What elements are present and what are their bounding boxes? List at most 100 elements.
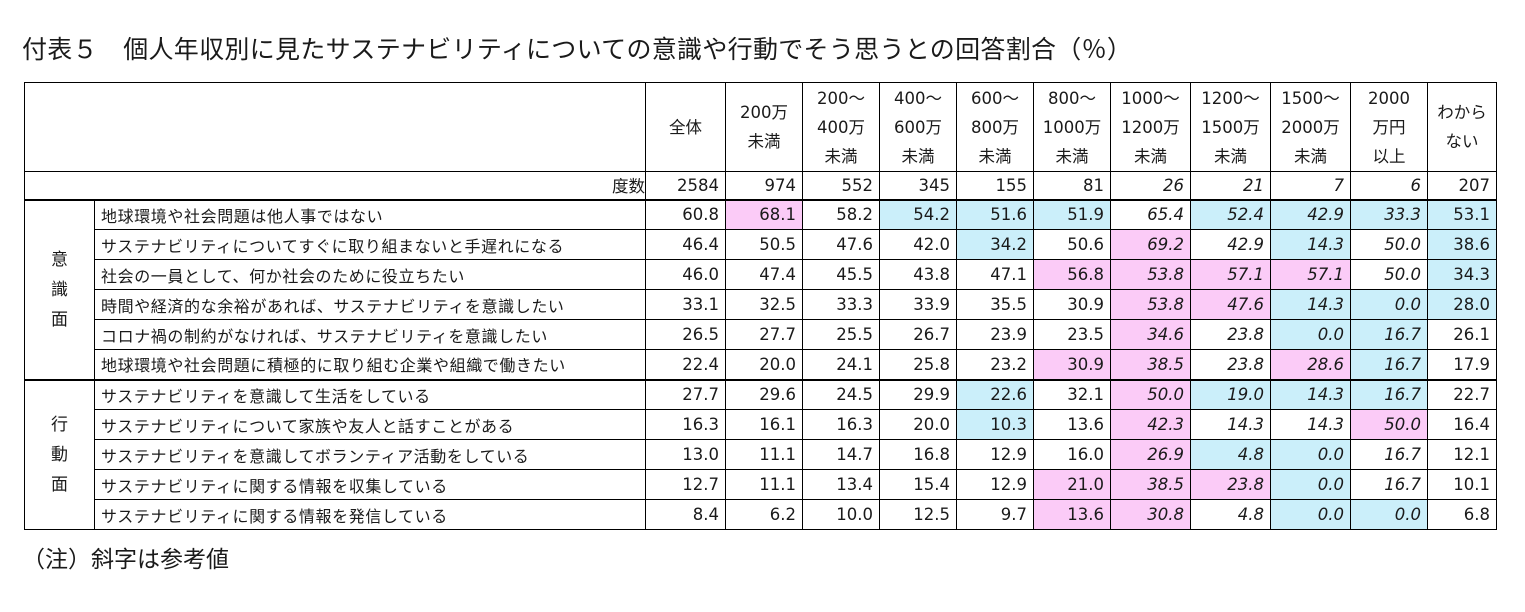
value-cell: 51.9 xyxy=(1033,198,1111,230)
column-header-line: 2000万 xyxy=(1281,117,1340,137)
column-header-line: 200～ xyxy=(817,88,865,108)
value-cell: 23.8 xyxy=(1190,349,1271,380)
value-cell: 30.9 xyxy=(1033,349,1111,380)
count-cell: 6 xyxy=(1350,171,1428,200)
value-cell: 14.3 xyxy=(1270,229,1351,260)
value-cell: 12.9 xyxy=(956,439,1034,470)
value-cell: 22.4 xyxy=(645,349,726,380)
value-cell: 45.5 xyxy=(802,259,880,290)
value-cell: 56.8 xyxy=(1033,259,1111,290)
column-header-line: 200万 xyxy=(740,103,788,122)
count-cell: 552 xyxy=(802,171,880,200)
column-header-line: 800～ xyxy=(1048,88,1096,108)
value-cell: 13.6 xyxy=(1033,409,1111,440)
value-cell: 21.0 xyxy=(1033,469,1111,500)
value-cell: 22.7 xyxy=(1427,378,1497,410)
column-header-line: 以上 xyxy=(1372,146,1406,166)
row-label: 地球環境や社会問題は他人事ではない xyxy=(94,198,646,230)
value-cell: 6.2 xyxy=(725,499,803,530)
value-cell: 50.5 xyxy=(725,229,803,260)
count-cell: 26 xyxy=(1110,171,1191,200)
value-cell: 50.6 xyxy=(1033,229,1111,260)
column-header-line: 2000 xyxy=(1368,88,1410,108)
column-header-line: 1500～ xyxy=(1281,88,1340,108)
value-cell: 16.7 xyxy=(1350,378,1428,410)
group-label-char: 面 xyxy=(51,309,68,330)
column-header-line: 未満 xyxy=(1214,146,1247,166)
value-cell: 30.8 xyxy=(1110,499,1191,530)
header-row: 全体 200万 未満 200～ 400万 未満 400～ 600万 未満 600～ 800万 未満 80… xyxy=(24,82,1497,172)
value-cell: 16.8 xyxy=(879,439,957,470)
value-cell: 17.9 xyxy=(1427,349,1497,380)
table-row: 行動面サステナビリティを意識して生活をしている 27.7 29.6 24.5 29.9 2… xyxy=(24,378,1497,530)
value-cell: 69.2 xyxy=(1110,229,1191,260)
value-cell: 12.9 xyxy=(956,469,1034,500)
value-cell: 19.0 xyxy=(1190,378,1271,410)
value-cell: 0.0 xyxy=(1270,319,1351,350)
table-row: 時間や経済的な余裕があれば、サステナビリティを意識したい 33.1 32.5 33.3… xyxy=(25,289,1497,320)
group-label-char: 行 xyxy=(51,414,68,435)
column-header: 800～ 1000万未満 xyxy=(1033,82,1111,172)
column-header-line: 1500万 xyxy=(1201,117,1260,137)
value-cell: 50.0 xyxy=(1350,259,1428,290)
value-cell: 16.1 xyxy=(725,409,803,440)
value-cell: 33.3 xyxy=(1350,198,1428,230)
value-cell: 57.1 xyxy=(1190,259,1271,290)
value-cell: 14.3 xyxy=(1270,289,1351,320)
value-cell: 53.1 xyxy=(1427,198,1497,230)
row-label: サステナビリティを意識して生活をしている xyxy=(94,378,646,410)
column-header-line: 全体 xyxy=(669,117,702,137)
column-header: 1500～ 2000万 未満 xyxy=(1270,82,1351,172)
value-cell: 14.3 xyxy=(1270,378,1351,410)
value-cell: 23.5 xyxy=(1033,319,1111,350)
value-cell: 8.4 xyxy=(645,499,726,530)
value-cell: 34.6 xyxy=(1110,319,1191,350)
count-cell: 7 xyxy=(1270,171,1351,200)
value-cell: 28.6 xyxy=(1270,349,1351,380)
count-cell: 155 xyxy=(956,171,1034,200)
column-header: 400～ 600万 未満 xyxy=(879,82,957,172)
value-cell: 34.2 xyxy=(956,229,1034,260)
column-header: 1200～ 1500万 未満 xyxy=(1190,82,1271,172)
header-corner-right xyxy=(94,82,646,172)
value-cell: 32.5 xyxy=(725,289,803,320)
count-label-left xyxy=(24,171,95,200)
table-row: サステナビリティについて家族や友人と話すことがある 16.3 16.1 16.3 20.… xyxy=(25,409,1497,440)
value-cell: 33.3 xyxy=(802,289,880,320)
value-cell: 38.5 xyxy=(1110,469,1191,500)
table-row: コロナ禍の制約がなければ、サステナビリティを意識したい 26.5 27.7 25.5 2… xyxy=(25,319,1497,350)
value-cell: 16.7 xyxy=(1350,469,1428,500)
count-cell: 81 xyxy=(1033,171,1111,200)
group-label-char: 識 xyxy=(51,279,68,300)
column-header: 1000～ 1200万 未満 xyxy=(1110,82,1191,172)
value-cell: 11.1 xyxy=(725,439,803,470)
value-cell: 22.6 xyxy=(956,378,1034,410)
value-cell: 10.0 xyxy=(802,499,880,530)
value-cell: 28.0 xyxy=(1427,289,1497,320)
value-cell: 23.8 xyxy=(1190,319,1271,350)
value-cell: 42.9 xyxy=(1270,198,1351,230)
value-cell: 24.5 xyxy=(802,378,880,410)
value-cell: 11.1 xyxy=(725,469,803,500)
header-corner-left xyxy=(24,82,95,172)
count-cell: 207 xyxy=(1427,171,1497,200)
value-cell: 12.7 xyxy=(645,469,726,500)
column-header-line: 800万 xyxy=(971,117,1019,137)
column-header-line: 400万 xyxy=(817,117,865,137)
column-header-line: 未満 xyxy=(1055,146,1089,166)
table-row: サステナビリティを意識してボランティア活動をしている 13.0 11.1 14.7 16… xyxy=(25,439,1497,470)
column-header: 全体 xyxy=(645,82,726,172)
value-cell: 24.1 xyxy=(802,349,880,380)
value-cell: 6.8 xyxy=(1427,499,1497,530)
value-cell: 42.3 xyxy=(1110,409,1191,440)
value-cell: 47.4 xyxy=(725,259,803,290)
value-cell: 30.9 xyxy=(1033,289,1111,320)
column-header: 600～ 800万 未満 xyxy=(956,82,1034,172)
value-cell: 26.9 xyxy=(1110,439,1191,470)
column-header-line: 未満 xyxy=(1134,146,1167,166)
value-cell: 0.0 xyxy=(1350,499,1428,530)
column-header-line: 1000万 xyxy=(1042,117,1102,137)
value-cell: 20.0 xyxy=(879,409,957,440)
count-cell: 21 xyxy=(1190,171,1271,200)
value-cell: 35.5 xyxy=(956,289,1034,320)
